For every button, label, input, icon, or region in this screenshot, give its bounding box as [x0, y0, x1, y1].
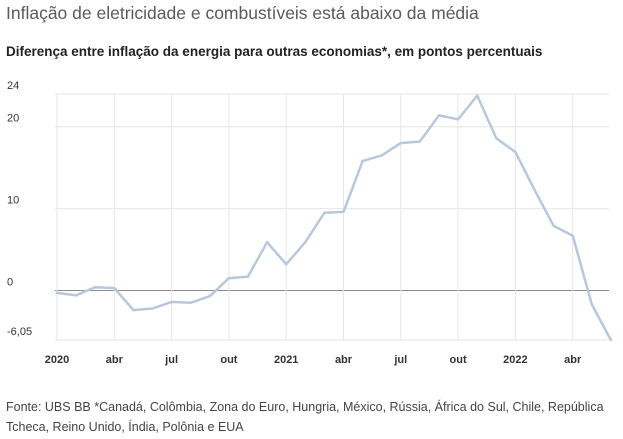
y-tick-label: 24	[7, 80, 19, 92]
data-point	[514, 150, 517, 154]
data-point	[495, 137, 498, 140]
data-point	[609, 338, 613, 342]
x-tick-label: 2022	[503, 354, 527, 366]
data-point	[227, 276, 231, 280]
data-point	[590, 303, 593, 306]
chart-subtitle: Diferença entre inflação da energia para…	[6, 44, 543, 59]
data-point	[342, 210, 345, 214]
x-tick-label: out	[220, 354, 237, 366]
x-tick-label: 2020	[45, 354, 69, 366]
data-point	[456, 118, 460, 121]
data-point	[476, 94, 479, 97]
x-axis-ticks: 2020 abr jul out 2021 abr jul out 2022 abr	[45, 354, 582, 366]
data-point	[285, 263, 288, 266]
data-point	[55, 291, 59, 295]
data-point	[418, 140, 422, 143]
x-tick-label: abr	[564, 354, 582, 366]
data-point	[399, 141, 402, 145]
grid-lines	[55, 93, 609, 341]
data-point	[151, 307, 154, 310]
y-axis-ticks: 24 20 10 0 -6,05	[7, 80, 32, 338]
data-point	[437, 114, 441, 117]
data-point	[304, 240, 307, 244]
x-tick-label: abr	[106, 354, 124, 366]
data-point	[323, 211, 326, 214]
data-point	[361, 159, 364, 163]
x-tick-label: out	[450, 354, 467, 366]
y-tick-label: -6,05	[7, 326, 32, 338]
data-point	[94, 285, 97, 289]
series-line	[55, 94, 613, 342]
y-tick-label: 20	[7, 113, 19, 125]
x-tick-label: 2021	[274, 354, 298, 366]
x-tick-label: jul	[164, 354, 178, 366]
data-point	[74, 294, 78, 297]
y-tick-label: 10	[7, 195, 19, 207]
data-point	[533, 188, 536, 191]
data-point	[132, 308, 135, 312]
x-tick-label: abr	[335, 354, 353, 366]
data-point	[189, 301, 192, 304]
y-tick-label: 0	[7, 276, 13, 288]
data-point	[246, 275, 250, 278]
data-point	[380, 154, 383, 157]
data-point	[265, 240, 269, 244]
data-point	[552, 224, 555, 228]
chart-title: Inflação de eletricidade e combustíveis …	[6, 3, 479, 23]
data-point	[571, 234, 574, 237]
source-note: Fonte: UBS BB *Canadá, Colômbia, Zona do…	[6, 400, 604, 434]
data-point	[170, 300, 173, 304]
x-tick-label: jul	[393, 354, 407, 366]
data-point	[208, 295, 211, 298]
data-point	[113, 286, 116, 290]
series-layer	[55, 94, 613, 342]
